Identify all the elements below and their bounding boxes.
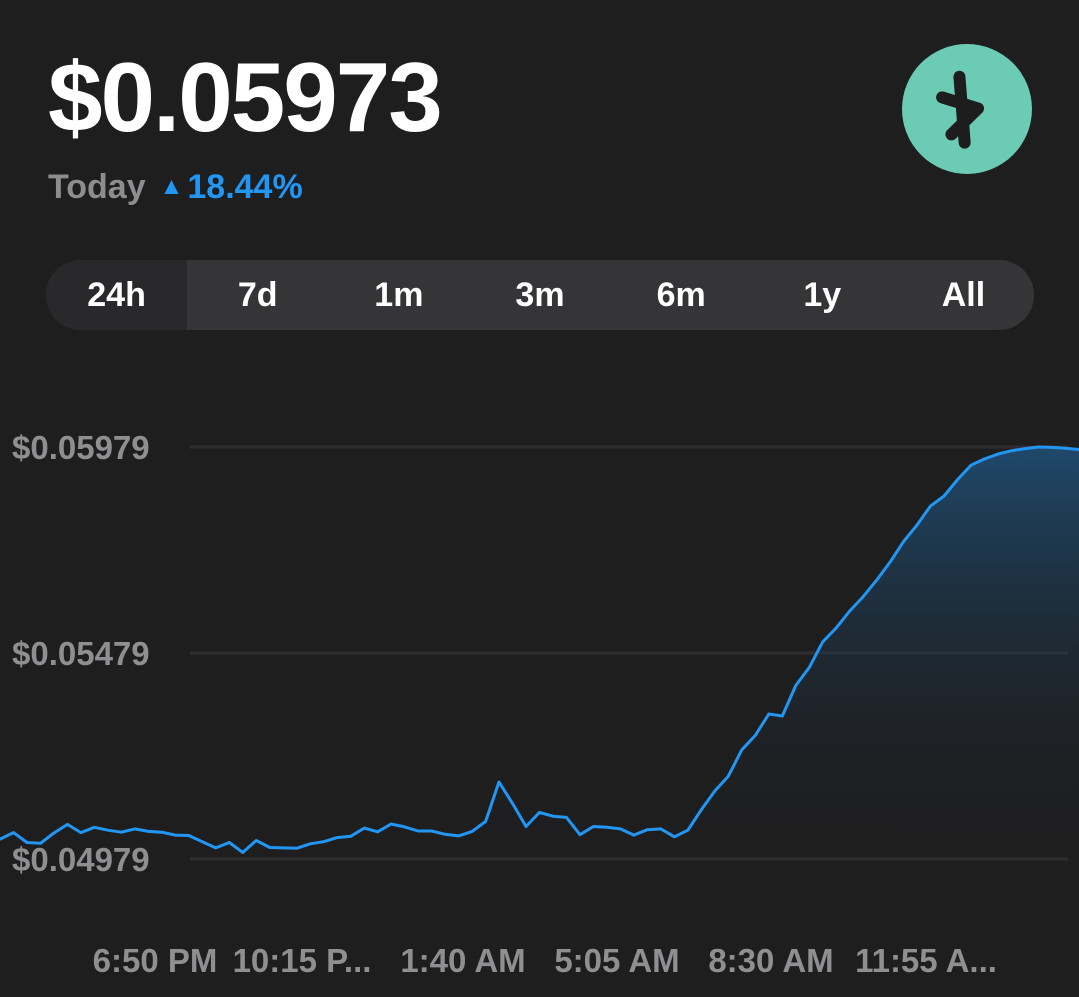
x-tick-label: 6:50 PM [93,942,218,979]
x-tick-label: 8:30 AM [708,942,833,979]
tab-3m[interactable]: 3m [515,275,565,314]
tab-all[interactable]: All [941,275,986,314]
price-series-line [0,445,1079,854]
x-tick-label: 11:55 A... [855,942,997,979]
tab-1y[interactable]: 1y [803,275,842,314]
x-tick-label: 1:40 AM [400,942,525,979]
x-tick-label: 10:15 P... [233,942,372,979]
tab-6m[interactable]: 6m [656,275,706,314]
tab-24h[interactable]: 24h [46,260,188,330]
change-percent: 18.44% [187,168,303,206]
tab-7d[interactable]: 7d [237,275,278,314]
price-change-row: Today ▲ 18.44% [48,170,303,204]
up-arrow-icon: ▲ [159,173,184,200]
kaspa-logo-glyph-icon [936,70,985,149]
kaspa-logo-icon[interactable] [902,44,1032,174]
tab-1m[interactable]: 1m [374,275,424,314]
current-price: $0.05973 [48,42,443,152]
y-tick-label: $0.05479 [12,635,150,672]
y-tick-label: $0.05979 [12,429,150,466]
period-label: Today [48,168,146,206]
x-tick-label: 5:05 AM [554,942,679,979]
timeframe-tabs: 24h 7d 1m 3m 6m 1y All [46,260,1034,330]
price-area-fill [0,447,1079,859]
